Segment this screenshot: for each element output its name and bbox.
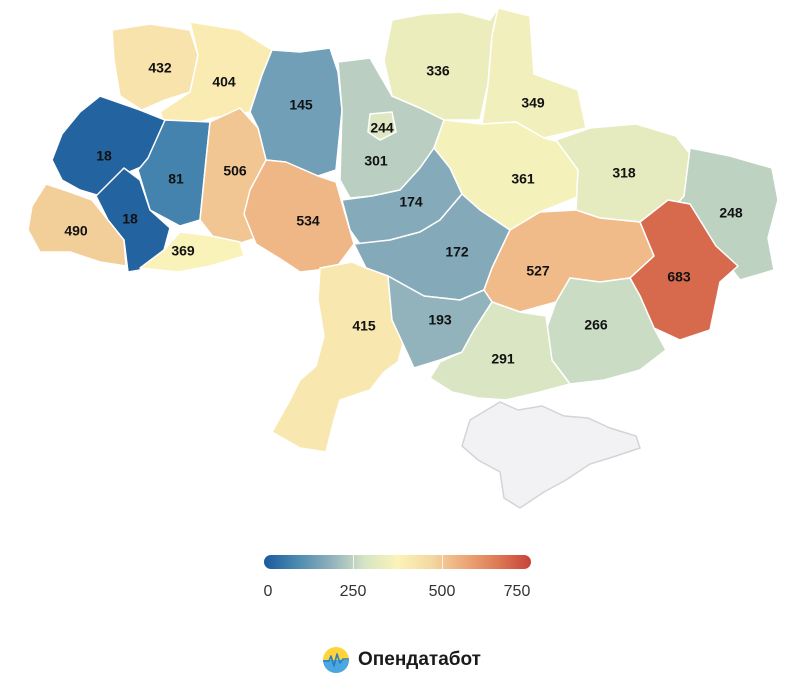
- region-chernivtsi[interactable]: [139, 231, 245, 273]
- region-value-sumy: 349: [521, 95, 545, 111]
- region-value-kherson: 291: [491, 351, 515, 367]
- region-kyiv-city[interactable]: [367, 111, 397, 141]
- region-donetsk[interactable]: [629, 199, 739, 341]
- region-rivne[interactable]: [159, 21, 273, 133]
- region-value-rivne: 404: [212, 74, 236, 90]
- region-value-kyiv-city: 301: [364, 153, 388, 169]
- region-value-kyiv-oblast: 244: [370, 120, 394, 136]
- region-value-poltava: 361: [511, 171, 535, 187]
- region-value-chernihiv: 336: [426, 63, 450, 79]
- region-value-lviv: 18: [96, 148, 112, 164]
- legend-tick-250: [353, 555, 354, 569]
- region-value-zhytomyr: 145: [289, 97, 313, 113]
- brand-name: Опендатабот: [358, 649, 481, 670]
- legend-tick-500: [442, 555, 443, 569]
- region-value-khmelnytskyi: 506: [223, 163, 247, 179]
- region-value-volyn: 432: [148, 60, 172, 76]
- region-value-cherkasy: 174: [399, 194, 423, 210]
- region-odesa[interactable]: [271, 261, 405, 453]
- color-scale-bar: [264, 555, 531, 569]
- region-kherson[interactable]: [429, 301, 571, 401]
- legend-label-500: 500: [428, 583, 456, 600]
- legend-label-min: 0: [263, 583, 273, 600]
- brand[interactable]: Опендатабот: [322, 646, 481, 674]
- legend-label-max: 750: [503, 583, 531, 600]
- region-value-donetsk: 683: [667, 269, 691, 285]
- opendatabot-logo-icon: [323, 647, 349, 673]
- region-value-kharkiv: 318: [612, 165, 636, 181]
- legend-label-250: 250: [339, 583, 367, 600]
- region-value-mykolaiv: 193: [428, 312, 452, 328]
- region-value-ivano-frankivsk: 18: [122, 211, 138, 227]
- region-value-chernivtsi: 369: [171, 243, 195, 259]
- region-sumy[interactable]: [481, 7, 587, 139]
- region-value-luhansk: 248: [719, 205, 743, 221]
- region-crimea[interactable]: [461, 401, 641, 509]
- region-value-ternopil: 81: [168, 171, 184, 187]
- region-volyn[interactable]: [111, 23, 199, 111]
- region-value-kirovohrad: 172: [445, 244, 469, 260]
- region-value-zaporizhzhia: 266: [584, 317, 608, 333]
- region-zakarpattia[interactable]: [27, 183, 127, 267]
- region-value-zakarpattia: 490: [64, 223, 88, 239]
- region-value-dnipropetrovsk: 527: [526, 263, 550, 279]
- region-value-odesa: 415: [352, 318, 376, 334]
- region-value-vinnytsia: 534: [296, 213, 320, 229]
